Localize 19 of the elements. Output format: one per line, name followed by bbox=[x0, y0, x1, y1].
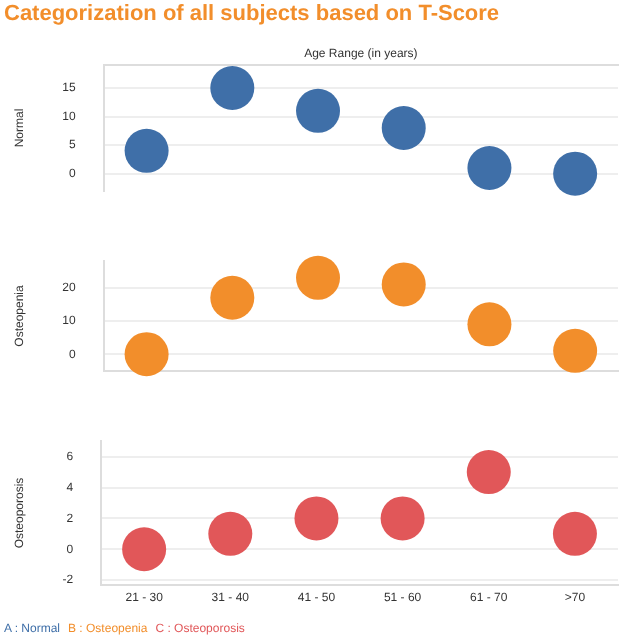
point bbox=[294, 496, 339, 541]
point bbox=[381, 262, 426, 307]
point bbox=[208, 511, 253, 556]
point bbox=[210, 275, 255, 320]
chart-title: Categorization of all subjects based on T-Score bbox=[2, 0, 502, 30]
point bbox=[380, 496, 425, 541]
point bbox=[296, 255, 341, 300]
point bbox=[553, 151, 598, 196]
point bbox=[552, 511, 597, 556]
point bbox=[467, 145, 512, 190]
point bbox=[381, 106, 426, 150]
point bbox=[210, 66, 255, 111]
point bbox=[296, 88, 341, 133]
point bbox=[467, 302, 512, 347]
point bbox=[122, 527, 167, 572]
point bbox=[466, 450, 511, 495]
point bbox=[124, 332, 169, 377]
point bbox=[553, 328, 598, 373]
point bbox=[124, 128, 169, 173]
